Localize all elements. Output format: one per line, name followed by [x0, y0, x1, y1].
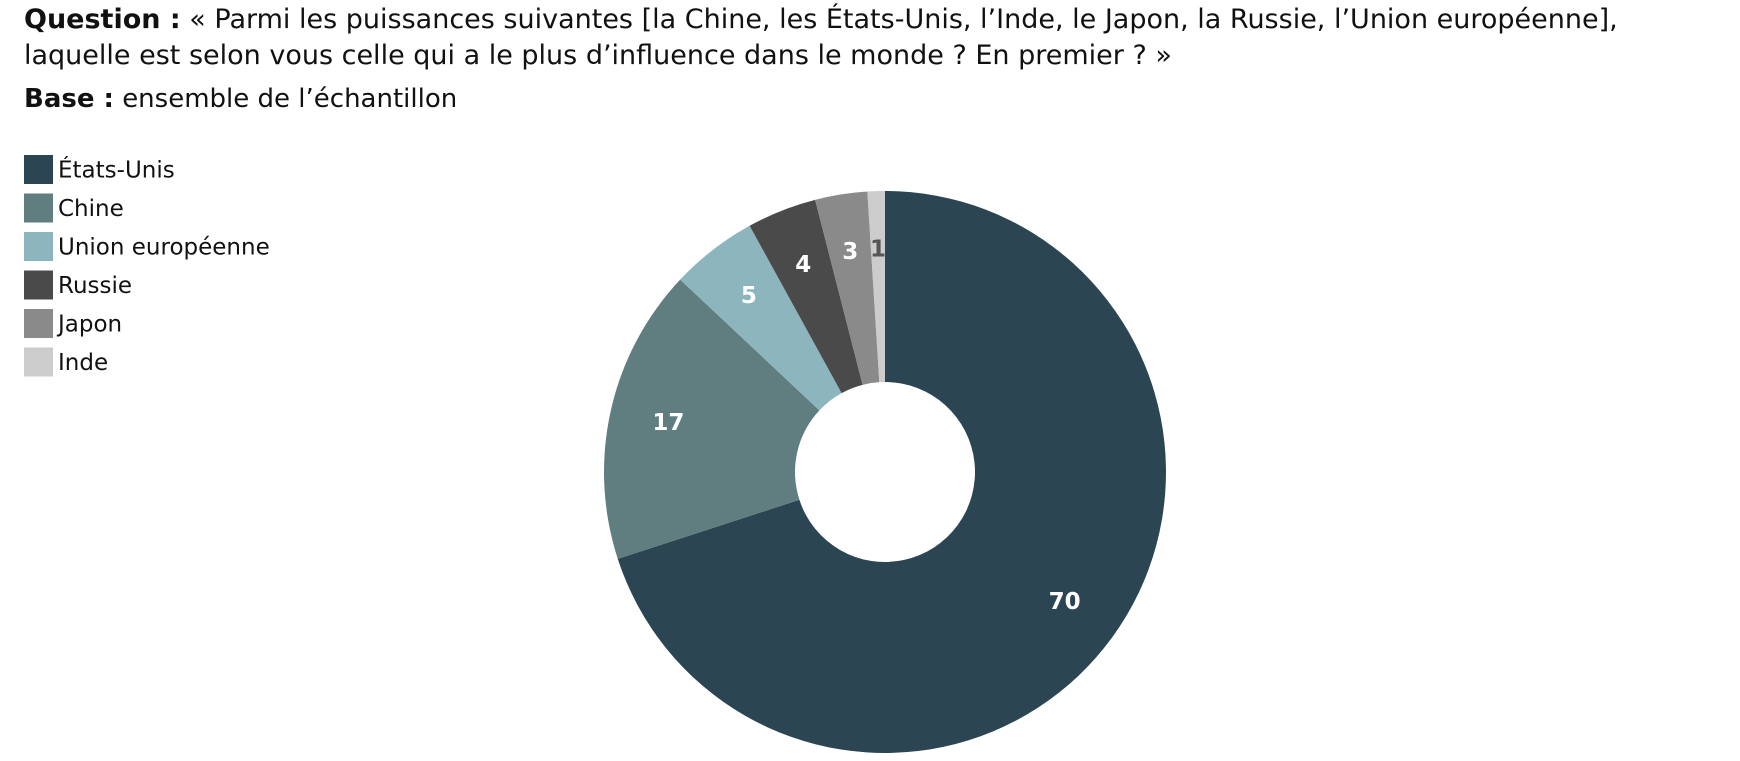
legend-label: Inde — [58, 350, 108, 376]
legend-label: Russie — [58, 273, 132, 299]
data-label: 3 — [842, 239, 858, 265]
data-label: 4 — [795, 252, 811, 278]
base: Base : ensemble de l’échantillon — [24, 84, 457, 114]
legend-label: Chine — [58, 196, 124, 222]
donut-slice — [617, 191, 1167, 753]
donut-slice — [604, 279, 820, 559]
legend-swatch — [24, 193, 53, 223]
legend-label: États-Unis — [58, 156, 175, 184]
legend-swatch — [24, 232, 53, 261]
legend-swatch — [24, 347, 53, 377]
donut-slice — [749, 199, 863, 394]
legend-label: Union européenne — [58, 235, 270, 261]
data-label: 70 — [1049, 589, 1081, 615]
donut-slice — [815, 191, 880, 385]
base-label: Base : — [24, 84, 114, 114]
legend-label: Japon — [56, 312, 122, 338]
data-label: 5 — [741, 283, 757, 309]
legend-swatch — [24, 270, 53, 300]
base-text: ensemble de l’échantillon — [122, 84, 458, 114]
question: Question : « Parmi les puissances suivan… — [24, 2, 1724, 74]
question-text: « Parmi les puissances suivantes [la Chi… — [24, 4, 1618, 71]
donut-slice — [867, 191, 885, 383]
legend-swatch — [24, 309, 53, 338]
question-label: Question : — [24, 4, 181, 35]
data-label: 17 — [652, 410, 684, 436]
data-label: 1 — [870, 237, 886, 263]
donut-slice — [680, 225, 842, 411]
legend-swatch — [24, 155, 53, 184]
